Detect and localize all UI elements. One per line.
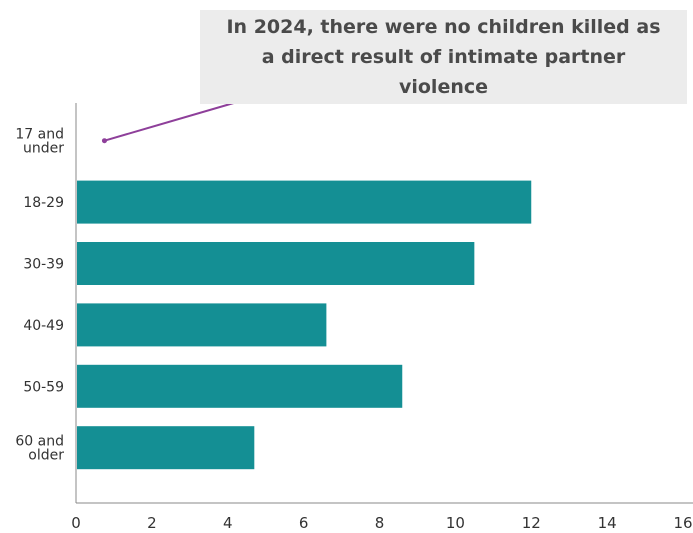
x-tick-label-10: 10 — [446, 514, 465, 532]
x-tick-label-12: 12 — [522, 514, 541, 532]
bar-60-and-older — [77, 426, 255, 470]
annotation-text: In 2024, there were no children killed a… — [226, 16, 661, 98]
x-tick-label-4: 4 — [223, 514, 233, 532]
category-label-40-49: 40-49 — [23, 318, 64, 334]
annotation-connector — [104, 99, 245, 142]
bar-50-59 — [77, 364, 403, 408]
annotation-callout: In 2024, there were no children killed a… — [200, 10, 687, 104]
x-tick-label-16: 16 — [673, 514, 692, 532]
x-tick-label-0: 0 — [71, 514, 81, 532]
bar-18-29 — [77, 180, 532, 224]
category-label-60-and-older: 60 and older — [15, 434, 64, 464]
category-labels: 17 and under 18-29 30-39 40-49 50-59 60 and old… — [15, 127, 64, 464]
x-tick-labels: 0 2 4 6 8 10 12 14 16 — [71, 514, 692, 532]
category-label-30-39: 30-39 — [23, 257, 64, 273]
bar-40-49 — [77, 303, 327, 347]
category-label-50-59: 50-59 — [23, 379, 64, 395]
category-label-18-29: 18-29 — [23, 195, 64, 211]
category-label-17-and-under: 17 and under — [15, 127, 64, 157]
bar-30-39 — [77, 242, 475, 285]
x-tick-label-6: 6 — [299, 514, 309, 532]
x-tick-label-2: 2 — [147, 514, 157, 532]
bars-group — [77, 180, 532, 470]
x-tick-label-14: 14 — [598, 514, 617, 532]
x-tick-label-8: 8 — [375, 514, 385, 532]
annotation-marker — [101, 138, 107, 144]
